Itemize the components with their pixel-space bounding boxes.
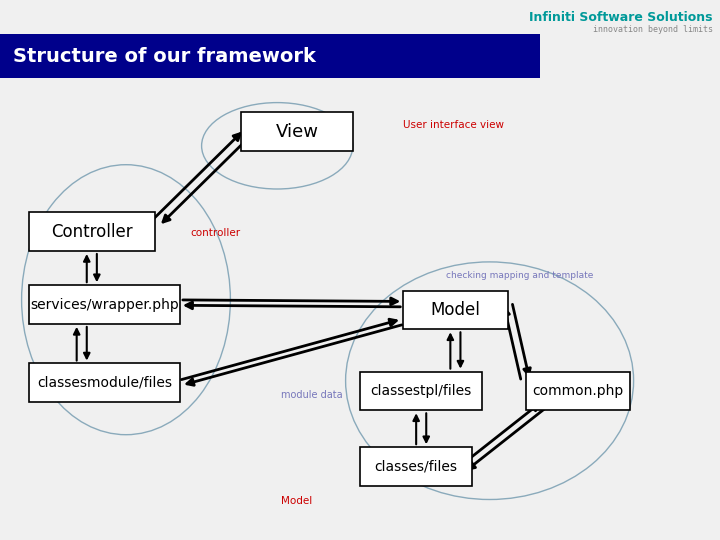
Text: Controller: Controller (51, 222, 132, 241)
Bar (526, 372, 630, 410)
Text: services/wrapper.php: services/wrapper.php (30, 298, 179, 312)
Bar (403, 291, 508, 329)
Text: View: View (276, 123, 318, 141)
Text: classes/files: classes/files (374, 460, 457, 474)
Text: classestpl/files: classestpl/files (371, 384, 472, 398)
Text: innovation beyond limits: innovation beyond limits (593, 25, 713, 34)
Text: Model: Model (281, 496, 312, 506)
Bar (29, 363, 180, 402)
Bar (29, 285, 180, 324)
Text: Structure of our framework: Structure of our framework (13, 46, 316, 66)
Text: Model: Model (431, 301, 480, 319)
Bar (241, 112, 353, 151)
Bar (360, 447, 472, 486)
Bar (360, 372, 482, 410)
Text: User interface view: User interface view (403, 120, 504, 130)
Bar (29, 212, 155, 251)
Text: module data: module data (281, 390, 343, 400)
Text: common.php: common.php (532, 384, 624, 398)
Text: classesmodule/files: classesmodule/files (37, 376, 172, 390)
Text: controller: controller (191, 228, 241, 238)
Text: checking mapping and template: checking mapping and template (446, 271, 594, 280)
FancyBboxPatch shape (0, 34, 540, 78)
Text: Infiniti Software Solutions: Infiniti Software Solutions (529, 11, 713, 24)
